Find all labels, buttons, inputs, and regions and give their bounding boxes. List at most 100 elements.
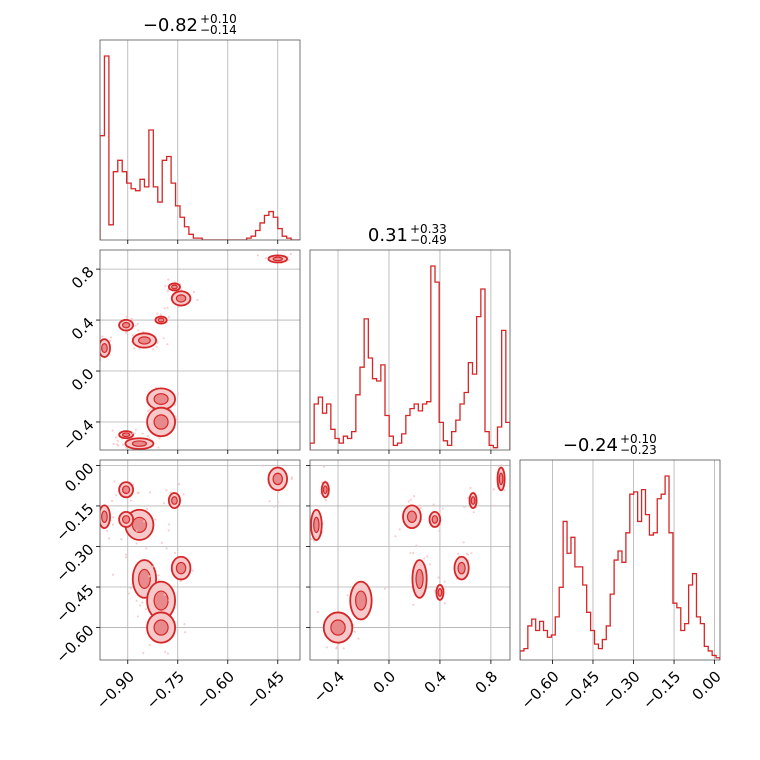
sample-point <box>492 488 495 491</box>
sample-point <box>273 505 276 508</box>
x-tick-label: −0.4 <box>310 668 348 706</box>
sample-point <box>112 516 115 519</box>
density-contour-inner <box>272 256 284 262</box>
hist-panel-2-plot-area <box>310 250 510 450</box>
histogram-line <box>310 265 510 450</box>
param-title-upper: +0.10 <box>200 12 237 26</box>
sample-point <box>166 306 169 309</box>
panel-border <box>99 459 301 661</box>
sample-point <box>497 464 501 468</box>
sample-point <box>130 317 133 320</box>
y-tick-label: 0.8 <box>68 263 98 293</box>
sample-point <box>285 455 287 457</box>
x-tick-label: −0.90 <box>93 668 138 713</box>
sample-point <box>426 555 429 558</box>
sample-point <box>167 523 171 526</box>
histogram-line <box>100 55 300 240</box>
sample-point <box>145 507 149 511</box>
sample-point <box>138 512 141 515</box>
sample-point <box>93 351 95 353</box>
sample-point <box>129 499 132 502</box>
sample-point <box>183 623 186 626</box>
sample-point <box>409 551 412 555</box>
density-contour-inner <box>131 516 148 534</box>
density-contour-inner <box>121 515 131 524</box>
sample-point <box>407 500 410 503</box>
sample-point <box>139 604 142 607</box>
sample-point <box>134 456 136 458</box>
sample-point <box>129 587 132 590</box>
sample-point <box>124 556 128 559</box>
sample-point <box>135 599 138 602</box>
sample-point <box>98 345 100 347</box>
sample-point <box>148 437 151 440</box>
sample-point <box>184 631 187 634</box>
panel-border <box>99 249 301 451</box>
sample-point <box>167 278 170 281</box>
sample-point <box>268 500 271 503</box>
sample-point <box>472 511 475 514</box>
sample-point <box>116 443 119 446</box>
x-tick-label: −0.60 <box>193 668 238 713</box>
sample-point <box>111 573 115 576</box>
sample-point <box>133 347 136 350</box>
sample-point <box>166 290 169 293</box>
scatter-panel-2-1-plot-area <box>93 250 300 458</box>
density-contour-inner <box>175 294 187 303</box>
x-tick-label: −0.60 <box>517 668 562 713</box>
sample-point <box>155 345 158 349</box>
density-contour-inner <box>322 485 328 495</box>
density-contour-inner <box>171 284 178 290</box>
sample-point <box>156 341 159 344</box>
density-contour-inner <box>138 336 151 345</box>
sample-point <box>148 408 151 412</box>
sample-point <box>109 336 112 339</box>
density-contour-inner <box>101 510 108 524</box>
hist-panel-1: −0.82 +0.10−0.14 <box>99 12 301 244</box>
density-contour-inner <box>153 619 169 636</box>
sample-point <box>335 647 338 650</box>
sample-point <box>101 335 104 338</box>
sample-point <box>503 489 506 492</box>
sample-point <box>127 592 130 595</box>
sample-point <box>125 553 128 556</box>
sample-point <box>159 313 162 316</box>
hist-panel-1-plot-area <box>100 40 300 240</box>
sample-point <box>346 594 349 597</box>
x-tick-label: 0.00 <box>688 668 724 704</box>
y-tick-label: −0.60 <box>52 621 97 666</box>
density-contour-inner <box>171 496 178 505</box>
density-contour-inner <box>457 561 466 575</box>
sample-point <box>466 496 470 499</box>
sample-point <box>163 307 166 310</box>
sample-point <box>470 552 473 555</box>
density-contour-inner <box>313 516 320 534</box>
histogram-line <box>520 475 720 660</box>
y-tick-label: −0.4 <box>59 416 97 454</box>
y-tick-label: 0.0 <box>68 365 98 395</box>
sample-point <box>167 316 170 319</box>
param-title-value: −0.24 <box>563 435 618 456</box>
param-title-value: −0.82 <box>143 15 198 36</box>
hist-panel-2: 0.31 +0.33−0.49 <box>309 222 511 454</box>
y-tick-label: 0.4 <box>68 314 98 344</box>
y-tick-label: −0.45 <box>52 581 97 626</box>
sample-point <box>463 505 466 508</box>
sample-point <box>165 489 168 492</box>
density-contour-inner <box>157 317 165 323</box>
sample-point <box>141 601 144 604</box>
sample-point <box>156 312 159 315</box>
density-contour-inner <box>101 343 108 354</box>
density-contour-inner <box>153 414 169 430</box>
sample-point <box>316 611 319 614</box>
density-contour-inner <box>431 515 439 524</box>
density-contour-inner <box>153 590 169 611</box>
sample-point <box>167 529 170 532</box>
sample-point <box>398 528 401 531</box>
density-contour-inner <box>121 485 131 495</box>
sample-point <box>383 587 386 590</box>
sample-point <box>287 258 290 261</box>
sample-point <box>176 392 180 395</box>
scatter-panel-2-1: −0.4 0.0 0.4 0.8 <box>59 249 301 458</box>
density-contour-inner <box>355 590 367 611</box>
